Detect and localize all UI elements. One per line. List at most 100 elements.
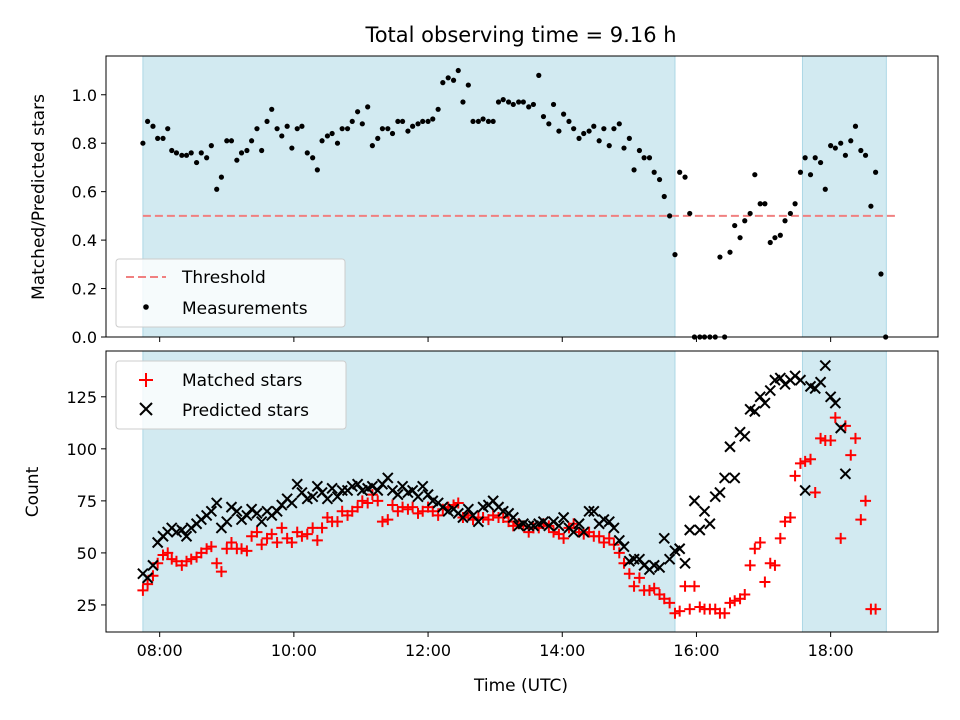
chart-title: Total observing time = 9.16 h xyxy=(364,23,676,47)
measurement-point xyxy=(672,252,678,258)
measurement-point xyxy=(571,126,577,132)
measurement-point xyxy=(430,116,436,122)
measurement-point xyxy=(677,169,683,175)
predicted-point xyxy=(839,468,852,480)
matched-point xyxy=(307,522,319,534)
predicted-point xyxy=(728,472,741,484)
measurement-point xyxy=(626,135,632,141)
count-panel: 08:00 10:00 12:00 14:00 16:00 18:00 25 50 75 100 1… xyxy=(23,350,939,696)
measurement-point xyxy=(460,99,466,105)
measurement-point xyxy=(848,138,854,144)
predicted-point xyxy=(351,478,364,490)
x-tick-label: 12:00 xyxy=(405,641,451,660)
threshold-legend-label: Threshold xyxy=(181,268,266,288)
predicted-point xyxy=(255,515,268,528)
measurement-point xyxy=(838,140,844,146)
measurement-point xyxy=(777,232,783,238)
y-tick-label: 0.0 xyxy=(72,328,97,347)
predicted-point xyxy=(684,524,696,536)
matched-point xyxy=(809,487,821,499)
measurement-point xyxy=(732,222,738,229)
predicted-point xyxy=(739,430,751,443)
predicted-point xyxy=(205,505,218,517)
measurement-point xyxy=(214,186,220,192)
measurement-point xyxy=(576,135,582,141)
matched-point xyxy=(241,545,253,557)
measurement-point xyxy=(812,155,818,161)
matched-point xyxy=(815,432,827,444)
predicted-point xyxy=(331,490,344,503)
ratio-axes: 0.0 0.2 0.4 0.6 0.8 1.0 xyxy=(72,55,939,347)
predicted-point xyxy=(578,526,590,538)
measurement-point xyxy=(188,150,194,156)
measurement-point xyxy=(566,118,572,125)
measurement-point xyxy=(682,174,688,180)
measurement-point xyxy=(792,201,798,207)
matched-point xyxy=(688,580,700,592)
predicted-point xyxy=(311,480,324,493)
matched-point xyxy=(679,580,691,592)
measurement-point xyxy=(193,159,200,166)
matched-point xyxy=(849,432,861,444)
predicted-point xyxy=(457,511,469,524)
matched-point xyxy=(142,578,154,590)
predicted-point xyxy=(180,530,193,542)
measurement-point xyxy=(155,135,161,141)
matched-point xyxy=(674,605,686,617)
y-tick-label: 75 xyxy=(77,492,97,511)
matched-point xyxy=(799,455,811,467)
predicted-point xyxy=(251,507,263,520)
predicted-point xyxy=(412,490,424,503)
y-tick-label: 25 xyxy=(77,596,97,615)
measurement-point xyxy=(183,152,190,158)
observing-window-2 xyxy=(801,55,887,338)
matched-point xyxy=(719,607,731,619)
count-y-axis-label: Count xyxy=(23,466,43,517)
measurement-point xyxy=(782,218,788,224)
count-axes: 08:00 10:00 12:00 14:00 16:00 18:00 25 50 75 100 1… xyxy=(66,350,939,660)
measurement-point xyxy=(208,143,214,149)
matched-point xyxy=(316,522,328,534)
matched-point xyxy=(286,536,298,548)
matched-point xyxy=(870,603,882,615)
predicted-point xyxy=(764,384,776,397)
y-tick-label: 125 xyxy=(66,388,97,407)
predicted-point xyxy=(714,486,726,499)
measurement-point xyxy=(224,138,230,144)
measurement-point xyxy=(717,254,723,260)
measurement-point xyxy=(359,121,365,127)
measurement-point xyxy=(329,130,335,137)
predicted-point xyxy=(794,374,807,386)
predicted-point xyxy=(724,441,736,453)
measurement-point xyxy=(536,72,542,78)
x-tick-label: 18:00 xyxy=(808,641,854,660)
measurement-point xyxy=(324,133,331,139)
measurement-point xyxy=(878,271,884,277)
matched-point xyxy=(271,536,283,548)
measurement-point xyxy=(410,123,416,129)
predicted-point xyxy=(819,359,831,372)
predicted-point xyxy=(291,478,303,490)
x-tick-label: 10:00 xyxy=(271,641,317,660)
matched-point xyxy=(794,457,806,469)
measurement-point xyxy=(737,235,743,241)
matched-point xyxy=(648,582,660,594)
predicted-point xyxy=(824,391,837,403)
measurement-point xyxy=(762,201,768,207)
measurement-point xyxy=(606,143,612,149)
predicted-point xyxy=(698,505,711,517)
measurement-point xyxy=(752,172,758,178)
matched-point xyxy=(205,541,217,553)
matched-point xyxy=(764,557,776,569)
measurement-point xyxy=(204,155,210,161)
predicted-point xyxy=(271,505,283,517)
predicted-point xyxy=(176,524,188,536)
predicted-point xyxy=(749,405,761,418)
matched-point xyxy=(181,555,193,567)
matched-point xyxy=(236,543,248,555)
predicted-point xyxy=(472,515,485,528)
measurement-point xyxy=(817,159,824,166)
measurement-point xyxy=(591,123,597,129)
predicted-legend-swatch xyxy=(139,402,153,416)
measurement-point xyxy=(375,135,381,141)
